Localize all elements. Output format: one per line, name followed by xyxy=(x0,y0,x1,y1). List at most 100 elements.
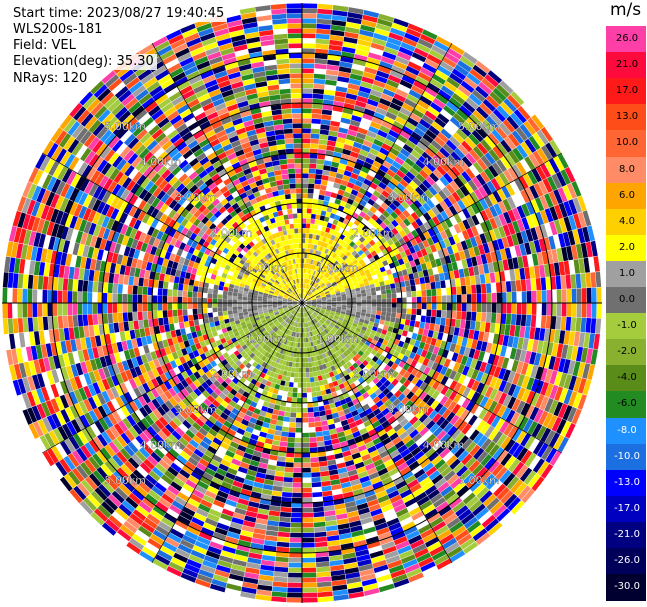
velocity-gate xyxy=(302,432,309,438)
velocity-gate xyxy=(315,272,320,277)
velocity-gate xyxy=(527,339,534,352)
velocity-gate xyxy=(314,219,320,225)
velocity-gate xyxy=(272,409,280,416)
velocity-gate xyxy=(429,244,437,253)
velocity-gate xyxy=(283,386,289,392)
velocity-gate xyxy=(458,250,466,260)
velocity-gate xyxy=(517,105,531,121)
velocity-gate xyxy=(531,303,537,315)
velocity-gate xyxy=(330,407,338,414)
velocity-gate xyxy=(283,482,293,488)
velocity-gate xyxy=(374,173,384,182)
velocity-gate xyxy=(509,347,517,360)
velocity-gate xyxy=(468,329,475,339)
velocity-gate xyxy=(507,396,517,410)
velocity-gate xyxy=(460,240,468,251)
velocity-gate xyxy=(355,290,361,295)
velocity-gate xyxy=(376,298,382,303)
velocity-gate xyxy=(358,229,366,236)
velocity-gate xyxy=(302,487,312,493)
velocity-gate xyxy=(456,242,464,252)
velocity-gate xyxy=(310,143,319,149)
velocity-gate xyxy=(571,346,579,361)
velocity-gate xyxy=(311,108,322,114)
velocity-gate xyxy=(332,105,344,113)
velocity-gate xyxy=(413,272,419,279)
velocity-gate xyxy=(385,111,397,121)
velocity-gate xyxy=(321,306,327,309)
velocity-gate xyxy=(294,447,302,453)
velocity-gate xyxy=(578,332,585,348)
velocity-gate xyxy=(317,581,332,588)
velocity-gate xyxy=(302,38,316,44)
velocity-gate xyxy=(563,330,571,345)
velocity-gate xyxy=(314,526,326,533)
velocity-gate xyxy=(529,406,540,421)
velocity-gate xyxy=(446,101,459,113)
velocity-gate xyxy=(358,321,364,327)
velocity-gate xyxy=(415,186,425,196)
velocity-gate xyxy=(414,208,423,218)
velocity-gate xyxy=(405,65,420,76)
velocity-gate xyxy=(393,186,402,196)
velocity-gate xyxy=(496,84,510,98)
velocity-gate xyxy=(528,153,540,168)
velocity-gate xyxy=(312,259,316,265)
velocity-gate xyxy=(294,437,302,443)
velocity-gate xyxy=(326,319,331,324)
velocity-gate xyxy=(336,308,342,312)
velocity-gate xyxy=(484,168,495,181)
velocity-gate xyxy=(312,492,323,498)
velocity-gate xyxy=(347,280,353,285)
velocity-gate xyxy=(549,450,562,466)
velocity-gate xyxy=(361,183,370,191)
velocity-gate xyxy=(410,238,418,247)
velocity-gate xyxy=(491,312,497,323)
velocity-gate xyxy=(425,351,433,360)
velocity-gate xyxy=(420,263,428,271)
velocity-gate xyxy=(449,136,461,148)
velocity-gate xyxy=(344,316,350,321)
velocity-gate xyxy=(452,234,461,244)
velocity-gate xyxy=(444,388,454,398)
velocity-gate xyxy=(322,221,328,227)
velocity-gate xyxy=(413,47,429,58)
velocity-gate xyxy=(553,329,561,344)
velocity-gate xyxy=(387,223,395,231)
velocity-gate xyxy=(330,24,346,32)
velocity-gate xyxy=(327,54,341,61)
velocity-gate xyxy=(266,525,279,532)
velocity-gate xyxy=(394,156,405,166)
velocity-gate xyxy=(442,143,454,155)
velocity-gate xyxy=(411,376,420,385)
velocity-gate xyxy=(401,200,410,210)
velocity-gate xyxy=(407,382,415,391)
velocity-gate xyxy=(485,252,493,264)
velocity-gate xyxy=(384,84,398,93)
velocity-gate xyxy=(566,183,577,199)
velocity-gate xyxy=(446,169,457,180)
velocity-gate xyxy=(341,278,347,283)
velocity-gate xyxy=(558,358,566,373)
velocity-gate xyxy=(352,333,358,339)
velocity-gate xyxy=(544,160,556,176)
velocity-gate xyxy=(302,218,307,224)
velocity-gate xyxy=(305,268,308,274)
velocity-gate xyxy=(311,113,322,119)
velocity-gate xyxy=(302,572,317,578)
velocity-gate xyxy=(418,391,428,401)
velocity-gate xyxy=(397,84,411,94)
velocity-gate xyxy=(349,234,356,241)
velocity-gate xyxy=(352,243,359,250)
velocity-gate xyxy=(323,435,331,441)
velocity-gate xyxy=(520,230,529,244)
velocity-gate xyxy=(322,430,330,436)
velocity-gate xyxy=(456,336,463,346)
velocity-gate xyxy=(344,335,351,341)
velocity-gate xyxy=(366,346,373,353)
velocity-gate xyxy=(289,377,295,383)
velocity-gate xyxy=(332,253,337,259)
velocity-gate xyxy=(379,319,385,325)
velocity-gate xyxy=(354,262,361,268)
velocity-gate xyxy=(544,383,554,398)
